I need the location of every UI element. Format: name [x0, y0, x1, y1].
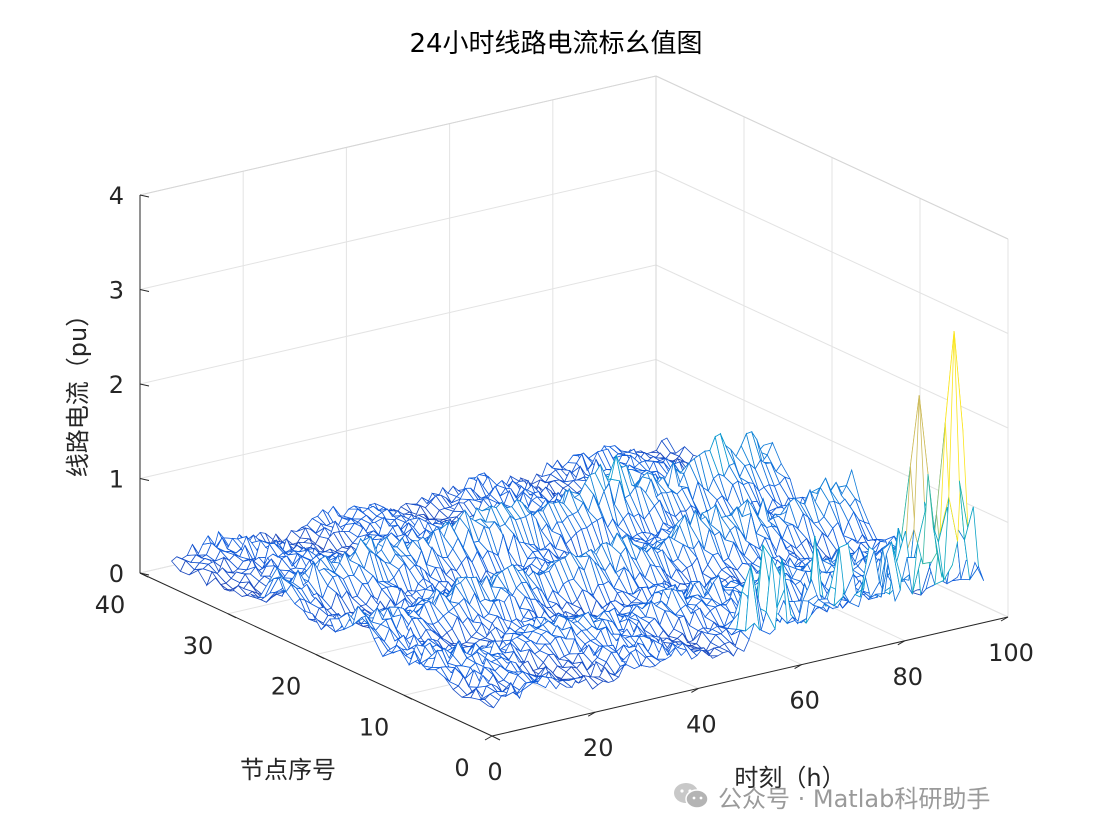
y-tick	[227, 613, 237, 619]
z-tick	[139, 478, 150, 481]
x-tick-label: 40	[686, 710, 717, 738]
box-edge	[655, 75, 1009, 240]
x-tick	[897, 640, 906, 646]
z-tick-label: 3	[109, 277, 124, 305]
z-tick	[139, 572, 150, 576]
z-tick-label: 0	[109, 560, 124, 588]
mesh-cell	[969, 561, 985, 581]
wechat-icon	[674, 783, 709, 809]
x-tick-label: 100	[988, 639, 1034, 667]
y-tick-label: 10	[359, 713, 390, 741]
y-tick	[403, 694, 413, 700]
axes-frame: 0 20 40 60 80 100 0 10 20 30 40 0 1 2 3 4	[95, 182, 1034, 786]
y-tick-label: 0	[454, 754, 469, 782]
z-tick	[139, 383, 150, 387]
y-tick	[491, 735, 501, 741]
grid-line	[655, 170, 1009, 334]
y-tick-label: 40	[95, 591, 126, 619]
y-tick-label: 20	[271, 673, 302, 701]
z-tick-label: 4	[109, 182, 124, 210]
z-tick-label: 1	[109, 466, 124, 494]
x-tick	[484, 735, 493, 741]
y-axis-label: 节点序号	[240, 756, 336, 784]
x-axis-line	[491, 616, 1009, 737]
z-tick	[139, 289, 150, 292]
z-tick-label: 2	[109, 371, 124, 399]
x-tick	[587, 711, 596, 717]
x-tick-label: 0	[487, 758, 502, 786]
watermark: 公众号 · Matlab科研助手	[672, 780, 991, 813]
x-tick-label: 80	[893, 663, 924, 691]
z-axis-label: 线路电流（pu）	[64, 303, 92, 477]
x-tick	[794, 664, 802, 670]
grid-line	[139, 170, 657, 290]
x-tick-label: 60	[789, 687, 820, 715]
grid-line	[139, 264, 657, 385]
x-tick	[1000, 616, 1009, 622]
y-tick-label: 30	[183, 632, 214, 660]
x-tick-label: 20	[583, 734, 614, 762]
mesh-surface	[171, 331, 985, 709]
box-edge	[139, 75, 657, 196]
x-tick	[691, 687, 699, 693]
y-tick	[315, 654, 325, 659]
z-tick	[139, 194, 150, 198]
watermark-text: 公众号 · Matlab科研助手	[718, 784, 991, 813]
x-axis-label: 时刻（h）	[734, 764, 845, 792]
chart-title: 24小时线路电流标幺值图	[409, 29, 702, 59]
grid-line	[139, 359, 657, 479]
